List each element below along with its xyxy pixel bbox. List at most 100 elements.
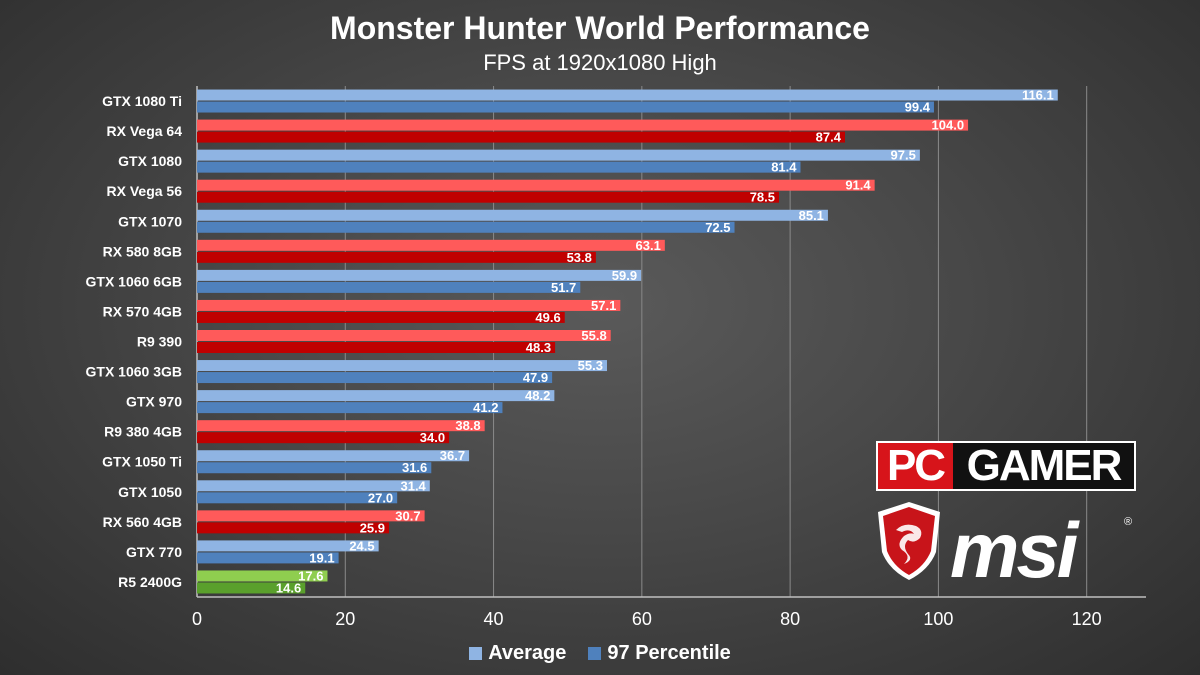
- bar-gtx-1080-ti-average: [197, 89, 1058, 101]
- bar-gtx-1060-3gb-97-percentile: [197, 372, 553, 384]
- bar-rx-vega-64-average: [197, 119, 969, 131]
- data-label-gtx-970-97-percentile: 41.2: [473, 400, 498, 415]
- category-label-gtx-1060-6gb: GTX 1060 6GB: [86, 273, 183, 289]
- msi-logo-text: msi: [950, 506, 1078, 594]
- legend-swatch-97-percentile: [588, 647, 602, 660]
- category-label-gtx-1060-3gb: GTX 1060 3GB: [86, 364, 183, 380]
- category-label-r9-380-4gb: R9 380 4GB: [104, 424, 182, 440]
- category-label-rx-570-4gb: RX 570 4GB: [103, 303, 182, 319]
- data-label-r9-390-average: 55.8: [581, 328, 606, 343]
- msi-registered-mark: ®: [1124, 516, 1133, 528]
- bar-gtx-970-97-percentile: [197, 402, 503, 414]
- bar-gtx-970-average: [197, 390, 555, 402]
- category-label-rx-vega-64: RX Vega 64: [107, 123, 183, 139]
- legend: Average 97 Percentile: [0, 642, 1200, 665]
- data-label-gtx-1070-97-percentile: 72.5: [705, 220, 730, 235]
- legend-item-97-percentile: 97 Percentile: [588, 642, 731, 665]
- data-label-gtx-1060-3gb-average: 55.3: [578, 358, 603, 373]
- bar-gtx-1060-6gb-97-percentile: [197, 281, 581, 293]
- data-label-gtx-1080-ti-97-percentile: 99.4: [905, 100, 931, 115]
- data-label-gtx-1080-average: 97.5: [891, 148, 916, 163]
- bar-gtx-1070-average: [197, 209, 828, 221]
- x-tick-label-0: 0: [192, 609, 202, 629]
- bar-rx-560-4gb-97-percentile: [197, 522, 390, 534]
- bar-gtx-1060-6gb-average: [197, 269, 642, 281]
- chart-subtitle: FPS at 1920x1080 High: [483, 50, 717, 75]
- data-label-rx-580-8gb-average: 63.1: [636, 238, 661, 253]
- category-label-gtx-1080-ti: GTX 1080 Ti: [102, 93, 182, 109]
- category-label-gtx-1080: GTX 1080: [118, 153, 182, 169]
- data-label-rx-vega-56-average: 91.4: [845, 178, 871, 193]
- data-label-r5-2400g-average: 17.6: [298, 568, 323, 583]
- bar-r9-380-4gb-average: [197, 420, 485, 432]
- category-label-gtx-770: GTX 770: [126, 544, 182, 560]
- data-label-rx-vega-64-97-percentile: 87.4: [816, 130, 842, 145]
- bar-rx-570-4gb-97-percentile: [197, 311, 565, 323]
- data-label-rx-570-4gb-97-percentile: 49.6: [535, 310, 560, 325]
- bar-gtx-1080-ti-97-percentile: [197, 101, 934, 113]
- pc-gamer-logo-pc: PC: [878, 441, 953, 490]
- data-label-gtx-970-average: 48.2: [525, 388, 550, 403]
- data-label-gtx-1070-average: 85.1: [799, 208, 824, 223]
- data-label-rx-vega-56-97-percentile: 78.5: [750, 190, 775, 205]
- msi-dragon-shield-icon: [878, 502, 940, 580]
- legend-item-average: Average: [469, 642, 566, 665]
- bar-gtx-1050-97-percentile: [197, 492, 398, 504]
- bar-rx-vega-56-97-percentile: [197, 191, 780, 203]
- x-tick-label-60: 60: [632, 609, 652, 629]
- data-label-gtx-1050-97-percentile: 27.0: [368, 490, 393, 505]
- legend-label-97-percentile: 97 Percentile: [607, 642, 731, 664]
- bar-rx-580-8gb-97-percentile: [197, 251, 596, 263]
- bar-rx-vega-56-average: [197, 179, 875, 191]
- bar-r5-2400g-97-percentile: [197, 582, 306, 594]
- bar-r9-390-97-percentile: [197, 342, 556, 353]
- bar-gtx-1050-average: [197, 480, 430, 492]
- data-label-gtx-1050-ti-average: 36.7: [440, 448, 465, 463]
- bar-r5-2400g-average: [197, 570, 328, 582]
- data-label-gtx-1080-ti-average: 116.1: [1022, 88, 1054, 103]
- x-tick-label-20: 20: [335, 609, 355, 629]
- data-label-rx-vega-64-average: 104.0: [932, 118, 965, 133]
- legend-label-average: Average: [488, 642, 567, 664]
- data-label-rx-560-4gb-97-percentile: 25.9: [360, 520, 385, 535]
- category-label-gtx-970: GTX 970: [126, 394, 182, 410]
- data-label-r5-2400g-97-percentile: 14.6: [276, 580, 301, 595]
- x-tick-label-40: 40: [484, 609, 504, 629]
- data-label-rx-570-4gb-average: 57.1: [591, 298, 616, 313]
- bar-gtx-1060-3gb-average: [197, 360, 607, 372]
- data-label-gtx-1050-ti-97-percentile: 31.6: [402, 460, 427, 475]
- pc-gamer-logo-gamer: GAMER: [953, 441, 1134, 490]
- bar-gtx-770-97-percentile: [197, 552, 339, 564]
- bar-r9-390-average: [197, 330, 611, 341]
- bar-gtx-1050-ti-97-percentile: [197, 462, 432, 474]
- bar-rx-570-4gb-average: [197, 299, 621, 311]
- category-label-rx-580-8gb: RX 580 8GB: [103, 243, 182, 259]
- category-label-rx-vega-56: RX Vega 56: [107, 183, 183, 199]
- category-label-rx-560-4gb: RX 560 4GB: [103, 514, 182, 530]
- category-label-gtx-1050: GTX 1050: [118, 484, 182, 500]
- x-tick-label-100: 100: [923, 609, 953, 629]
- data-label-gtx-1080-97-percentile: 81.4: [771, 160, 797, 175]
- data-label-gtx-1060-3gb-97-percentile: 47.9: [523, 370, 548, 385]
- pc-gamer-logo: PC GAMER: [876, 441, 1136, 491]
- data-label-gtx-1060-6gb-97-percentile: 51.7: [551, 280, 576, 295]
- chart-title: Monster Hunter World Performance: [330, 10, 870, 46]
- x-tick-label-80: 80: [780, 609, 800, 629]
- data-label-gtx-770-97-percentile: 19.1: [309, 550, 334, 565]
- bar-rx-560-4gb-average: [197, 510, 425, 522]
- data-label-rx-560-4gb-average: 30.7: [395, 508, 420, 523]
- bar-gtx-770-average: [197, 540, 379, 552]
- bar-rx-vega-64-97-percentile: [197, 131, 845, 143]
- category-label-r9-390: R9 390: [137, 334, 182, 350]
- data-label-r9-380-4gb-97-percentile: 34.0: [420, 430, 445, 445]
- data-label-gtx-1060-6gb-average: 59.9: [612, 268, 637, 283]
- x-tick-label-120: 120: [1072, 609, 1102, 629]
- bar-rx-580-8gb-average: [197, 239, 665, 251]
- bar-gtx-1050-ti-average: [197, 450, 470, 462]
- data-label-r9-380-4gb-average: 38.8: [455, 418, 480, 433]
- legend-swatch-average: [469, 647, 483, 660]
- bar-gtx-1070-97-percentile: [197, 221, 735, 233]
- data-label-gtx-770-average: 24.5: [349, 538, 374, 553]
- bar-gtx-1080-average: [197, 149, 920, 161]
- bar-gtx-1080-97-percentile: [197, 161, 801, 173]
